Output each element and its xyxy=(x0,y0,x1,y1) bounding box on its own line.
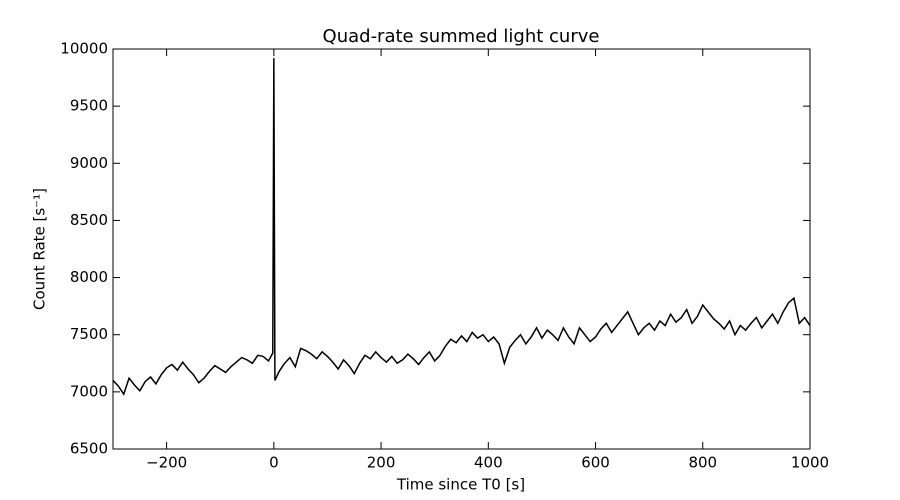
x-tick-label: 600 xyxy=(581,454,610,472)
y-tick-label: 7500 xyxy=(70,325,108,343)
x-tick-label: −200 xyxy=(146,454,187,472)
y-tick-label: 8000 xyxy=(70,268,108,286)
y-tick-label: 9000 xyxy=(70,154,108,172)
y-tick-label: 6500 xyxy=(70,440,108,458)
x-tick-label: 200 xyxy=(367,454,396,472)
y-axis-label: Count Rate [s⁻¹] xyxy=(31,188,49,310)
y-tick-label: 8500 xyxy=(70,211,108,229)
data-line xyxy=(112,58,811,396)
x-axis-label: Time since T0 [s] xyxy=(396,476,525,494)
plot-frame xyxy=(112,48,811,450)
chart-title: Quad-rate summed light curve xyxy=(323,26,600,47)
x-tick-label: 0 xyxy=(269,454,279,472)
y-tick-label: 10000 xyxy=(60,40,108,58)
x-tick-label: 400 xyxy=(474,454,503,472)
x-tick-label: 1000 xyxy=(791,454,829,472)
y-tick-label: 7000 xyxy=(70,382,108,400)
y-tick-label: 9500 xyxy=(70,97,108,115)
x-tick-label: 800 xyxy=(688,454,717,472)
